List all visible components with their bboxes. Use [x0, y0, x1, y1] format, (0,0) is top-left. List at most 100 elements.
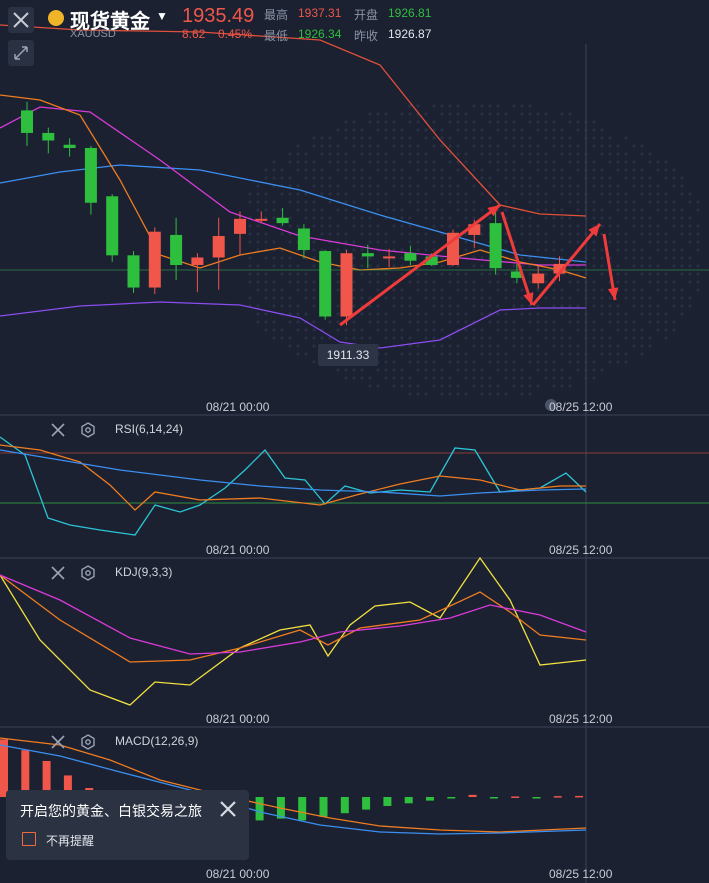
map-dot	[384, 360, 388, 364]
map-dot	[680, 224, 684, 228]
close-button[interactable]	[8, 7, 34, 33]
map-dot	[504, 240, 508, 244]
map-dot	[504, 296, 508, 300]
map-dot	[456, 112, 460, 116]
map-dot	[592, 344, 596, 348]
map-dot	[280, 208, 284, 212]
map-dot	[536, 368, 540, 372]
map-dot	[624, 240, 628, 244]
dont-remind-checkbox[interactable]	[22, 832, 36, 846]
kdj-k-line	[0, 574, 587, 655]
map-dot	[504, 320, 508, 324]
map-dot	[648, 200, 652, 204]
map-dot	[512, 120, 516, 124]
map-dot	[592, 336, 596, 340]
map-dot	[384, 312, 388, 316]
map-dot	[448, 360, 452, 364]
candle-body-18	[404, 253, 417, 261]
fullscreen-button[interactable]	[8, 40, 34, 66]
map-dot	[592, 368, 596, 372]
map-dot	[512, 224, 516, 228]
map-dot	[368, 320, 372, 324]
macd-settings-icon[interactable]	[80, 734, 96, 750]
rsi-14-line	[0, 444, 586, 511]
kdj-remove-icon[interactable]	[50, 565, 66, 581]
map-dot	[568, 136, 572, 140]
map-dot	[368, 384, 372, 388]
rsi-remove-icon[interactable]	[50, 422, 66, 438]
map-dot	[424, 216, 428, 220]
map-dot	[360, 144, 364, 148]
map-dot	[552, 336, 556, 340]
map-dot	[560, 192, 564, 196]
map-dot	[544, 328, 548, 332]
map-dot	[312, 176, 316, 180]
map-dot	[464, 272, 468, 276]
map-dot	[408, 376, 412, 380]
chevron-down-icon[interactable]: ▼	[156, 9, 168, 23]
map-dot	[536, 128, 540, 132]
map-dot	[520, 136, 524, 140]
map-dot	[464, 152, 468, 156]
map-dot	[408, 200, 412, 204]
map-dot	[312, 304, 316, 308]
map-dot	[320, 336, 324, 340]
map-dot	[304, 352, 308, 356]
map-dot	[512, 320, 516, 324]
rsi-settings-icon[interactable]	[80, 422, 96, 438]
map-dot	[632, 344, 636, 348]
map-dot	[368, 336, 372, 340]
map-dot	[320, 184, 324, 188]
map-dot	[632, 216, 636, 220]
map-dot	[248, 240, 252, 244]
map-dot	[536, 160, 540, 164]
map-dot	[408, 112, 412, 116]
map-dot	[288, 296, 292, 300]
map-dot	[672, 328, 676, 332]
map-dot	[464, 280, 468, 284]
map-dot	[368, 136, 372, 140]
map-dot	[624, 320, 628, 324]
instrument-title[interactable]: 现货黄金	[70, 11, 150, 33]
macd-remove-icon[interactable]	[50, 734, 66, 750]
map-dot	[344, 120, 348, 124]
map-dot	[552, 344, 556, 348]
map-dot	[384, 320, 388, 324]
map-dot	[696, 224, 700, 228]
map-dot	[512, 168, 516, 172]
map-dot	[344, 136, 348, 140]
map-dot	[360, 248, 364, 252]
map-dot	[696, 240, 700, 244]
map-dot	[488, 296, 492, 300]
candle-body-9	[212, 236, 225, 258]
map-dot	[448, 136, 452, 140]
map-dot	[424, 240, 428, 244]
map-dot	[288, 320, 292, 324]
map-dot	[336, 192, 340, 196]
popup-close-icon[interactable]	[218, 799, 238, 819]
map-dot	[432, 120, 436, 124]
map-dot	[504, 368, 508, 372]
map-dot	[688, 296, 692, 300]
map-dot	[416, 184, 420, 188]
map-dot	[336, 152, 340, 156]
map-dot	[536, 232, 540, 236]
map-dot	[304, 288, 308, 292]
map-dot	[600, 176, 604, 180]
map-dot	[656, 168, 660, 172]
map-dot	[600, 272, 604, 276]
map-dot	[456, 104, 460, 108]
map-dot	[552, 144, 556, 148]
map-dot	[568, 384, 572, 388]
map-dot	[512, 208, 516, 212]
promo-popup: 开启您的黄金、白银交易之旅 不再提醒	[6, 790, 249, 860]
candle-body-25	[553, 263, 566, 274]
map-dot	[408, 232, 412, 236]
map-dot	[344, 208, 348, 212]
map-dot	[488, 272, 492, 276]
kdj-settings-icon[interactable]	[80, 565, 96, 581]
map-dot	[656, 280, 660, 284]
map-dot	[352, 336, 356, 340]
map-dot	[568, 304, 572, 308]
